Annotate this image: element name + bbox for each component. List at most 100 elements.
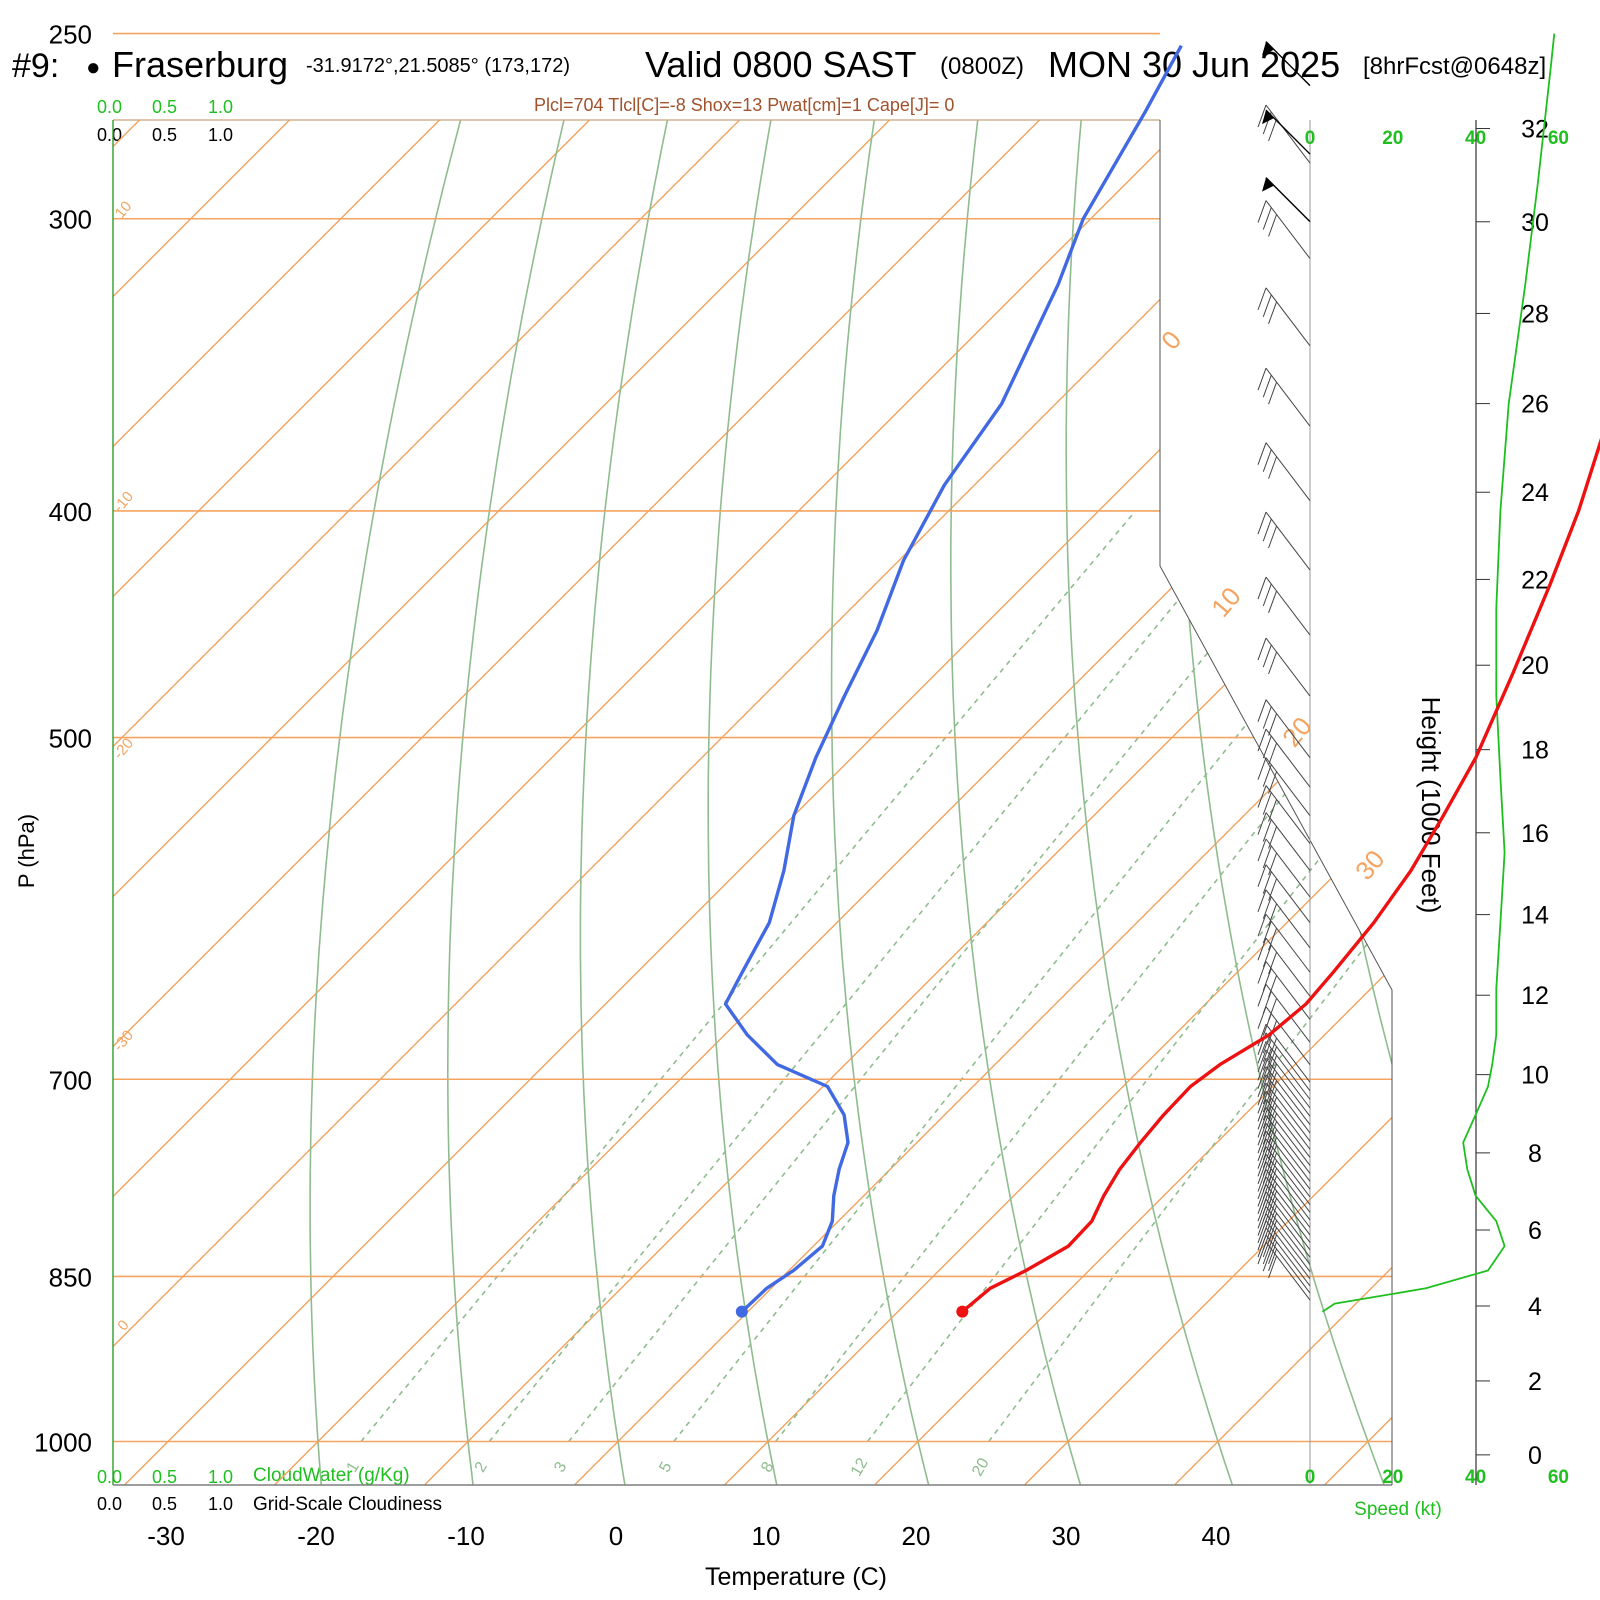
wind-barb-feather [1268,381,1278,405]
height-tick-label: 8 [1528,1140,1542,1168]
dry-adiabat-line [1065,120,1239,1485]
cloudwater-scale-bottom: 0.0 0.5 1.0 CloudWater (g/Kg) [97,1465,410,1487]
wind-barb-feather [1268,1198,1278,1221]
wind-barb-feather [1262,1168,1272,1192]
wind-barb [1265,1099,1311,1158]
wind-barb-feather [1257,785,1267,808]
wind-barb-pennant [1262,41,1274,56]
wind-barb-feather [1262,583,1272,607]
wind-barb-feather [1268,301,1278,324]
speed-tick-label: 60 [1548,128,1569,149]
dry-adiabat-line [579,120,707,1485]
surface-temperature-marker [956,1305,969,1318]
wind-barb-feather [1262,644,1272,668]
isotherm-line [113,120,762,1485]
wind-barb-feather [1268,771,1278,794]
wind-barb [1265,1006,1311,1065]
wind-barb-feather [1262,375,1272,398]
wind-barb-feather [1257,1066,1267,1089]
wind-barb [1265,104,1311,164]
wind-barb [1265,812,1311,871]
wind-barb-feather [1257,1138,1267,1162]
wind-barb-feather [1268,590,1278,614]
cloudwater-scale-top: 0.0 0.5 1.0 [97,97,233,117]
wind-barb-feather [1268,928,1278,951]
y-axis-title: P (hPa) [14,814,39,888]
dry-adiabat-line [830,120,934,1485]
wind-barb-pennant [1262,177,1274,192]
wind-barb [1265,864,1311,924]
wind-barb-feather [1268,975,1278,998]
plot-frame [112,119,1477,1486]
wind-barb-feather [1268,1190,1278,1214]
wind-barb-feather [1262,1145,1272,1169]
isotherm-line [113,120,912,1485]
height-tick-label: 22 [1521,566,1549,594]
station-bullet: ● [86,54,101,81]
wind-barb-feather [1268,1080,1278,1103]
pressure-tick-label: 250 [49,20,92,50]
mixing-ratio-lines: 1 2 3 5 8 12 20 [344,510,1392,1479]
wind-barb [1265,1074,1311,1134]
station-id: #9: [12,47,59,85]
wind-barb-feather [1257,1161,1267,1185]
height-tick-label: 12 [1521,982,1549,1010]
wind-barb [1265,1123,1311,1182]
dry-adiabat-line [707,120,806,1485]
temperature-tick-label: -20 [297,1521,335,1551]
wind-barb-feather [1257,838,1267,862]
forecast-info: [8hrFcst@0648z] [1363,53,1546,80]
wind-barb-pennant [1262,110,1274,125]
wind-barb-feather [1268,852,1278,876]
temperature-tick-label: 0 [609,1521,623,1551]
wind-barb-feather [1268,826,1278,849]
wind-barb-feather [1262,792,1272,815]
wind-barb-feather [1262,1114,1272,1137]
cloudwater-label: CloudWater (g/Kg) [253,1465,410,1486]
x-axis-title: Temperature (C) [705,1563,887,1591]
wind-barb-feather [1262,1161,1272,1184]
wind-barb [1265,785,1311,844]
scale-tick: 0.0 [97,1467,122,1487]
height-tick-label: 20 [1521,652,1549,680]
wind-barb-feather [1257,1107,1267,1130]
isotherm-label: 30 [1349,844,1391,885]
isotherm-line [1308,120,1392,1485]
wind-barb-feather [1257,812,1267,835]
mixing-ratio-line [488,510,1253,1443]
wind-barb [1265,1115,1311,1174]
wind-barb-feather [1262,921,1272,944]
wind-barb-feather [1262,764,1272,787]
station-name: Fraserburg [112,44,288,85]
wind-barb [1265,1206,1311,1265]
temperature-tick-label: 30 [1052,1521,1081,1551]
wind-barb-feather [1268,1234,1278,1257]
mixing-ratio-label: 20 [969,1455,993,1479]
height-tick-label: 16 [1521,820,1549,848]
wind-barb-feather [1257,1074,1267,1098]
wind-barb-feather [1262,1153,1272,1176]
height-tick-label: 6 [1528,1217,1542,1245]
dry-adiabat-line [1285,120,1392,1485]
wind-speed-line [1321,33,1556,1313]
wind-barb-feather [1268,1175,1278,1199]
wind-barb [1265,511,1311,571]
wind-barb-feather [1268,456,1278,479]
wind-barb-feather [1268,1037,1278,1061]
wind-barb [1265,1041,1311,1100]
wind-barb [1265,1241,1311,1301]
wind-barb-feather [1268,1241,1278,1265]
wind-barb-feather [1262,1098,1272,1121]
wind-barb-feather [1262,819,1272,842]
dry-adiabat-line [446,120,608,1485]
wind-barb [1265,1146,1311,1205]
height-tick-label: 26 [1521,391,1549,419]
wind-barb [1265,576,1311,636]
wind-barb-feather [1262,968,1272,991]
pressure-tick-label: 850 [49,1262,92,1292]
isotherm-line [858,120,1392,1485]
wind-barb-feather [1262,518,1272,542]
isobar-lines [113,32,1392,1443]
wind-barb-feather [1268,1072,1278,1095]
